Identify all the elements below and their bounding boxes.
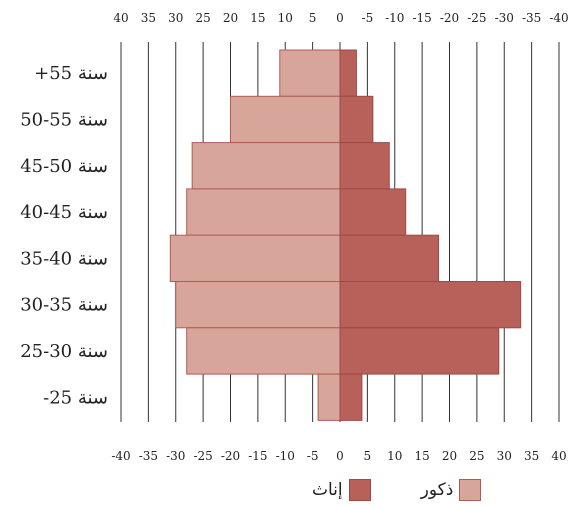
top-tick-label: -30: [495, 11, 514, 25]
legend-label-male: ذكور: [420, 480, 454, 500]
bottom-tick-label: 0: [336, 449, 344, 463]
legend-swatch-male: [459, 479, 482, 501]
bottom-tick-label: 30: [497, 449, 512, 463]
age-group-label: 35-40 سنة: [20, 248, 108, 269]
bottom-tick-label: -10: [276, 449, 295, 463]
bottom-tick-label: 10: [387, 449, 402, 463]
bar-male: [230, 95, 341, 144]
bottom-tick-label: 35: [524, 449, 539, 463]
bottom-tick-label: 25: [469, 449, 484, 463]
legend: إناث ذكور: [306, 476, 486, 504]
bottom-tick-label: -25: [193, 449, 212, 463]
bottom-tick-label: 5: [364, 449, 372, 463]
bar-female: [339, 188, 407, 236]
bottom-tick-label: -15: [248, 449, 267, 463]
age-group-label: 40-45 سنة: [20, 202, 108, 223]
bar-male: [175, 281, 341, 329]
bar-male: [191, 142, 341, 190]
bar-female: [339, 281, 522, 329]
top-tick-label: -5: [362, 11, 374, 25]
legend-label-female: إناث: [312, 480, 343, 500]
top-tick-label: 20: [223, 11, 238, 25]
bar-female: [339, 142, 390, 190]
top-tick-label: 10: [278, 11, 293, 25]
bottom-tick-label: -35: [139, 449, 158, 463]
bottom-tick-label: -40: [111, 449, 130, 463]
age-group-label: 30-35 سنة: [20, 295, 108, 316]
top-tick-label: -15: [412, 11, 431, 25]
top-tick-label: 30: [168, 11, 183, 25]
legend-swatch-female: [348, 479, 371, 501]
bar-female: [339, 234, 440, 282]
age-group-label: -25 سنة: [43, 387, 108, 408]
bottom-axis-tick-labels: -40 -35 -30 -25 -20 -15 -10 -5 0 5 10 15 20 25 30 35 40: [111, 449, 566, 463]
top-tick-label: 35: [141, 11, 156, 25]
age-group-labels: +55 سنة 50-55 سنة 45-50 سنة 40-45 سنة 35-40 …: [20, 63, 108, 408]
bar-male: [169, 234, 341, 282]
top-tick-label: 25: [195, 11, 210, 25]
top-tick-label: -40: [549, 11, 568, 25]
age-group-label: 50-55 سنة: [20, 109, 108, 130]
age-group-label: 45-50 سنة: [20, 156, 108, 177]
top-tick-label: -20: [440, 11, 459, 25]
bar-male: [186, 188, 341, 236]
top-tick-label: -25: [467, 11, 486, 25]
bottom-tick-label: -20: [221, 449, 240, 463]
bars: [169, 49, 522, 421]
top-tick-label: 0: [336, 11, 344, 25]
top-tick-label: -10: [385, 11, 404, 25]
bar-male: [186, 327, 341, 375]
legend-item-female: إناث: [306, 479, 371, 501]
top-tick-label: -35: [522, 11, 541, 25]
age-group-label: +55 سنة: [34, 63, 108, 84]
top-tick-label: 40: [113, 11, 128, 25]
bar-female: [339, 327, 500, 375]
bottom-tick-label: 20: [442, 449, 457, 463]
bottom-tick-label: 40: [551, 449, 566, 463]
bar-female: [339, 49, 357, 97]
bottom-tick-label: -5: [307, 449, 319, 463]
legend-item-male: ذكور: [415, 479, 482, 501]
bottom-tick-label: -30: [166, 449, 185, 463]
top-tick-label: 5: [309, 11, 317, 25]
bar-male: [279, 49, 341, 97]
bottom-tick-label: 15: [414, 449, 429, 463]
bar-female: [339, 373, 363, 421]
top-axis-tick-labels: 40 35 30 25 20 15 10 5 0 -5 -10 -15 -20 -25 -30 -35 -40: [113, 11, 568, 25]
top-tick-label: 15: [250, 11, 265, 25]
bar-male: [317, 373, 341, 421]
bar-female: [339, 95, 374, 144]
age-group-label: 25-30 سنة: [20, 341, 108, 362]
